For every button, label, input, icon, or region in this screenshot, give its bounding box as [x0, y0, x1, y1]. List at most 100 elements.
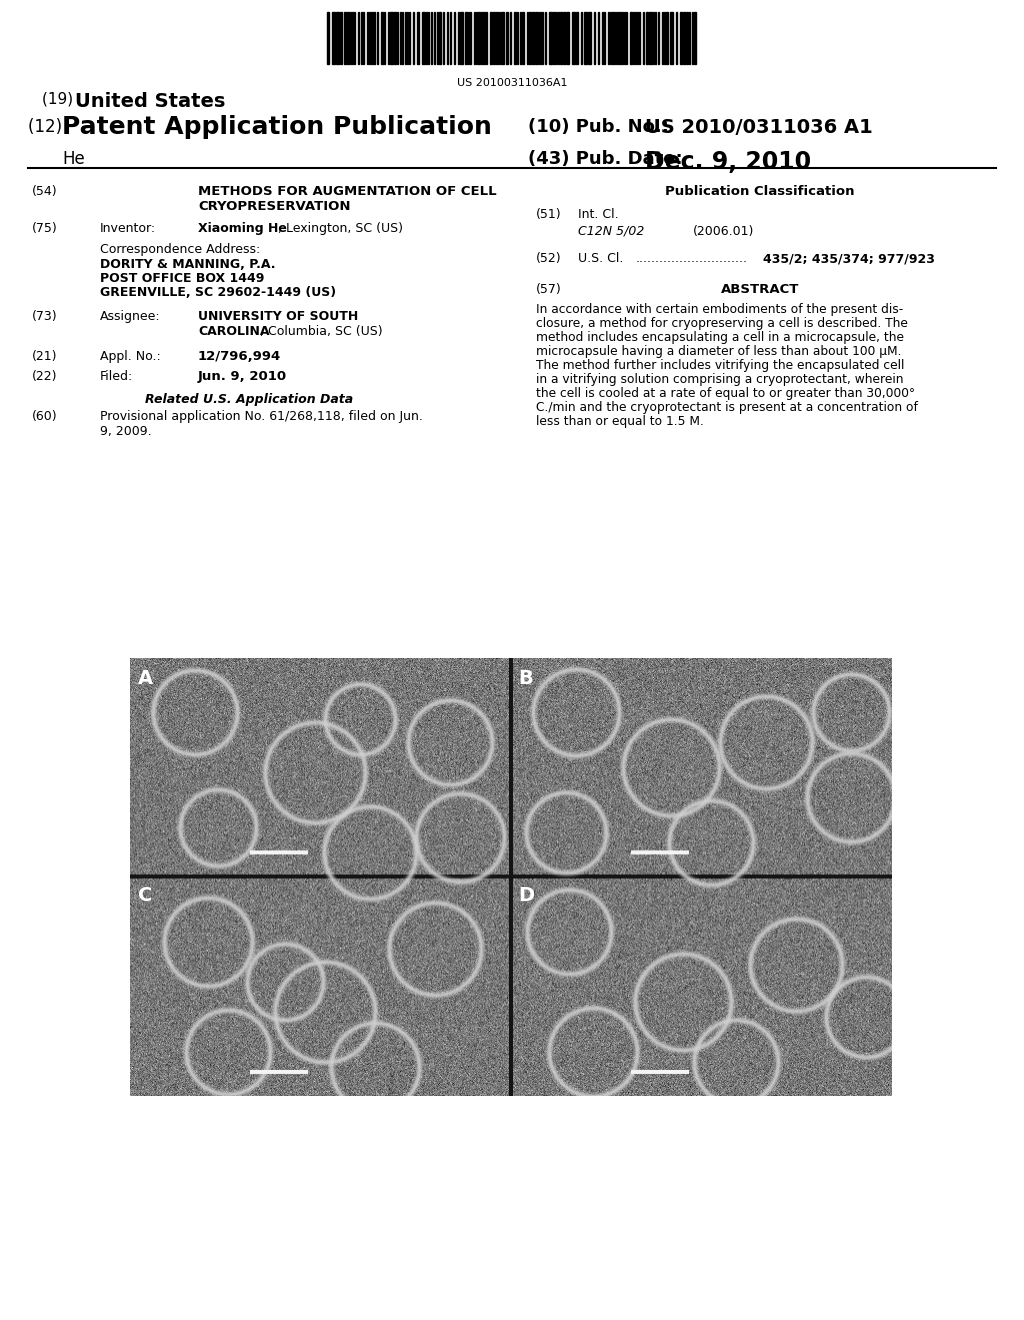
Bar — [347, 12, 349, 63]
Bar — [612, 12, 614, 63]
Text: UNIVERSITY OF SOUTH: UNIVERSITY OF SOUTH — [198, 310, 358, 323]
Text: 9, 2009.: 9, 2009. — [100, 425, 152, 438]
Bar — [381, 12, 383, 63]
Text: (19): (19) — [42, 92, 78, 107]
Text: (73): (73) — [32, 310, 57, 323]
Bar — [553, 12, 555, 63]
Text: A: A — [137, 669, 153, 688]
Bar — [506, 12, 508, 63]
Text: (22): (22) — [32, 370, 57, 383]
Text: He: He — [62, 150, 85, 168]
Text: CRYOPRESERVATION: CRYOPRESERVATION — [198, 201, 350, 213]
Text: METHODS FOR AUGMENTATION OF CELL: METHODS FOR AUGMENTATION OF CELL — [198, 185, 497, 198]
Bar — [478, 12, 480, 63]
Bar — [422, 12, 425, 63]
Bar — [529, 12, 531, 63]
Text: Appl. No.:: Appl. No.: — [100, 350, 161, 363]
Bar — [560, 12, 562, 63]
Text: B: B — [518, 669, 534, 688]
Bar — [514, 12, 516, 63]
Text: Jun. 9, 2010: Jun. 9, 2010 — [198, 370, 287, 383]
Text: C12N 5/02: C12N 5/02 — [578, 224, 644, 238]
Text: closure, a method for cryopreserving a cell is described. The: closure, a method for cryopreserving a c… — [536, 317, 908, 330]
Bar — [572, 12, 575, 63]
Text: U.S. Cl.: U.S. Cl. — [578, 252, 624, 265]
Bar — [630, 12, 632, 63]
Text: (57): (57) — [536, 282, 562, 296]
Bar — [535, 12, 537, 63]
Bar — [390, 12, 393, 63]
Bar — [618, 12, 621, 63]
Text: less than or equal to 1.5 M.: less than or equal to 1.5 M. — [536, 414, 703, 428]
Text: (12): (12) — [28, 117, 68, 136]
Text: Xiaoming He: Xiaoming He — [198, 222, 287, 235]
Bar — [522, 12, 524, 63]
Bar — [490, 12, 492, 63]
Text: (10) Pub. No.:: (10) Pub. No.: — [528, 117, 669, 136]
Text: DORITY & MANNING, P.A.: DORITY & MANNING, P.A. — [100, 257, 275, 271]
Text: (43) Pub. Date:: (43) Pub. Date: — [528, 150, 683, 168]
Bar — [332, 12, 335, 63]
Text: in a vitrifying solution comprising a cryoprotectant, wherein: in a vitrifying solution comprising a cr… — [536, 374, 903, 385]
Text: (75): (75) — [32, 222, 57, 235]
Bar — [417, 12, 419, 63]
Bar — [680, 12, 682, 63]
Bar — [532, 12, 534, 63]
Bar — [465, 12, 467, 63]
Text: , Lexington, SC (US): , Lexington, SC (US) — [278, 222, 403, 235]
Bar — [344, 12, 346, 63]
Bar — [588, 12, 591, 63]
Text: (60): (60) — [32, 411, 57, 422]
Text: the cell is cooled at a rate of equal to or greater than 30,000°: the cell is cooled at a rate of equal to… — [536, 387, 915, 400]
Bar — [563, 12, 565, 63]
Text: microcapsule having a diameter of less than about 100 μM.: microcapsule having a diameter of less t… — [536, 345, 901, 358]
Bar — [483, 12, 485, 63]
Bar — [686, 12, 688, 63]
Text: In accordance with certain embodiments of the present dis-: In accordance with certain embodiments o… — [536, 304, 903, 315]
Bar — [340, 12, 342, 63]
Text: US 20100311036A1: US 20100311036A1 — [457, 78, 567, 88]
Text: US 2010/0311036 A1: US 2010/0311036 A1 — [645, 117, 872, 137]
Text: Filed:: Filed: — [100, 370, 133, 383]
Bar — [646, 12, 648, 63]
Bar — [373, 12, 375, 63]
Bar — [327, 12, 329, 63]
Bar — [439, 12, 441, 63]
Bar — [394, 12, 396, 63]
Text: Dec. 9, 2010: Dec. 9, 2010 — [645, 150, 811, 174]
Bar — [549, 12, 552, 63]
Text: Int. Cl.: Int. Cl. — [578, 209, 618, 220]
Bar — [666, 12, 668, 63]
Text: Related U.S. Application Data: Related U.S. Application Data — [145, 393, 353, 407]
Bar — [501, 12, 504, 63]
Text: Provisional application No. 61/268,118, filed on Jun.: Provisional application No. 61/268,118, … — [100, 411, 423, 422]
Bar — [336, 12, 339, 63]
Text: D: D — [518, 886, 535, 904]
Text: Publication Classification: Publication Classification — [666, 185, 855, 198]
Bar — [460, 12, 463, 63]
Bar — [496, 12, 498, 63]
Text: Patent Application Publication: Patent Application Publication — [62, 115, 492, 139]
Text: (21): (21) — [32, 350, 57, 363]
Text: POST OFFICE BOX 1449: POST OFFICE BOX 1449 — [100, 272, 264, 285]
Text: United States: United States — [75, 92, 225, 111]
Bar — [649, 12, 652, 63]
Bar — [584, 12, 587, 63]
Text: GREENVILLE, SC 29602-1449 (US): GREENVILLE, SC 29602-1449 (US) — [100, 286, 336, 300]
Text: C./min and the cryoprotectant is present at a concentration of: C./min and the cryoprotectant is present… — [536, 401, 918, 414]
Text: ABSTRACT: ABSTRACT — [721, 282, 799, 296]
Text: (52): (52) — [536, 252, 561, 265]
Bar — [493, 12, 495, 63]
Bar — [670, 12, 673, 63]
Text: method includes encapsulating a cell in a microcapsule, the: method includes encapsulating a cell in … — [536, 331, 904, 345]
Text: (2006.01): (2006.01) — [693, 224, 755, 238]
Text: C: C — [137, 886, 152, 904]
Text: 435/2; 435/374; 977/923: 435/2; 435/374; 977/923 — [763, 252, 935, 265]
Text: The method further includes vitrifying the encapsulated cell: The method further includes vitrifying t… — [536, 359, 904, 372]
Bar — [575, 12, 578, 63]
Bar — [683, 12, 685, 63]
Text: CAROLINA: CAROLINA — [198, 325, 269, 338]
Text: Inventor:: Inventor: — [100, 222, 156, 235]
Text: Assignee:: Assignee: — [100, 310, 161, 323]
Bar — [694, 12, 696, 63]
